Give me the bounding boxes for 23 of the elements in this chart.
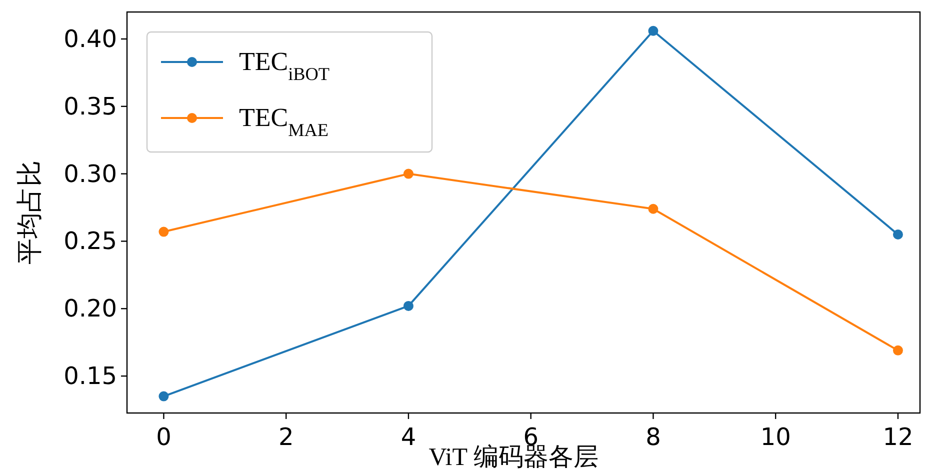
point	[892, 229, 903, 240]
point	[403, 168, 414, 179]
point	[158, 391, 169, 402]
y-tick-label: 0.40	[64, 24, 117, 53]
x-tick-label: 4	[400, 423, 416, 451]
point	[648, 26, 658, 36]
y-tick-label: 0.35	[64, 92, 117, 120]
point	[403, 300, 414, 311]
x-tick-label: 2	[278, 423, 294, 451]
y-axis-title: 平均占比	[15, 160, 44, 264]
point	[648, 204, 658, 214]
y-tick-label: 0.25	[64, 227, 117, 256]
x-tick-label: 12	[882, 423, 914, 451]
point	[158, 226, 169, 237]
x-tick-label: 0	[156, 423, 172, 451]
y-tick-label: 0.15	[64, 362, 117, 390]
y-tick-label: 0.30	[64, 160, 117, 188]
legend-label: TEC$_{iBOT}$	[239, 47, 330, 84]
y-tick-label: 0.20	[64, 294, 117, 323]
point	[892, 345, 903, 356]
x-tick-label: 8	[646, 423, 661, 451]
x-tick-label: 10	[760, 423, 791, 451]
legend-label: TEC$_{MAE}$	[239, 103, 329, 140]
